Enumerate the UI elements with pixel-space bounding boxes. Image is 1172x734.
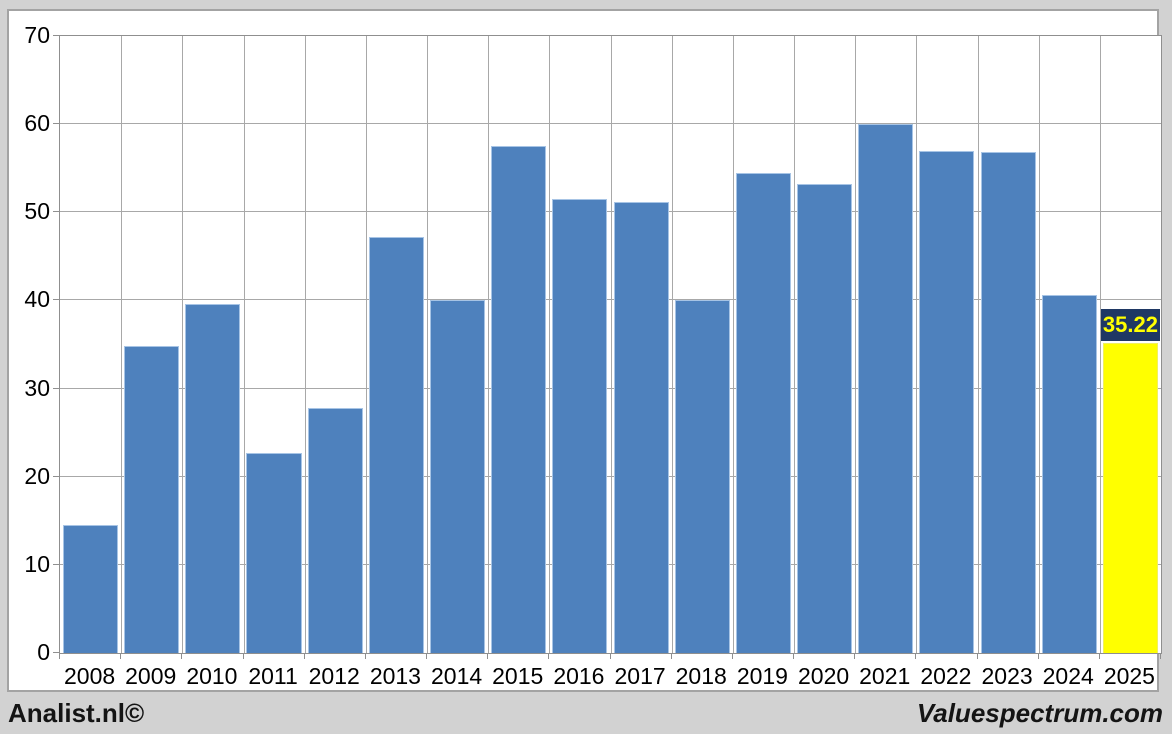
x-axis-tick: [1160, 653, 1161, 659]
x-axis-label-2009: 2009: [125, 663, 177, 689]
bar-2012: [307, 407, 363, 653]
y-axis-tick: [53, 211, 59, 213]
x-axis-tick: [670, 653, 672, 659]
x-axis-tick: [242, 653, 244, 659]
x-axis-tick: [609, 653, 611, 659]
y-axis-tick: [53, 35, 59, 36]
y-axis-tick: [53, 652, 59, 653]
x-axis-tick: [487, 653, 489, 659]
x-axis-tick: [364, 653, 366, 659]
bar-2015: [491, 146, 547, 653]
bar-2009: [124, 346, 180, 653]
x-gridline: [549, 36, 551, 653]
bar-2024: [1041, 295, 1097, 653]
y-axis-label-40: 40: [24, 286, 50, 313]
x-gridline: [855, 36, 857, 653]
x-axis-tick: [731, 653, 733, 659]
x-axis-label-2018: 2018: [675, 663, 727, 689]
x-gridline: [121, 36, 123, 653]
y-axis-label-30: 30: [24, 374, 50, 401]
y-axis-label-50: 50: [24, 198, 50, 225]
bar-2021: [858, 124, 914, 653]
bar-2008: [63, 525, 119, 653]
y-axis-label-0: 0: [37, 639, 50, 665]
x-axis-label-2010: 2010: [186, 663, 238, 689]
y-axis-tick: [53, 563, 59, 565]
footer-brand-valuespectrum: Valuespectrum.com: [916, 698, 1163, 728]
bar-2017: [613, 201, 669, 653]
x-axis-tick: [1037, 653, 1039, 659]
x-axis-tick: [181, 653, 183, 659]
y-axis-tick: [53, 387, 59, 389]
chart-page: 35.22 0 10 20 30 40 50 60 70 2008 2009 2010 2011 201…: [7, 9, 1162, 692]
x-axis-label-2012: 2012: [308, 663, 360, 689]
x-axis-tick: [1098, 653, 1100, 659]
x-gridline: [365, 36, 367, 653]
x-axis-tick: [915, 653, 917, 659]
bar-2016: [552, 199, 608, 653]
bar-2025: 35.22: [1100, 308, 1160, 653]
x-axis-label-2025: 2025: [1103, 663, 1155, 689]
x-axis-tick: [59, 653, 60, 659]
bar-2023: [980, 152, 1036, 653]
x-axis-label-2016: 2016: [553, 663, 605, 689]
x-axis-label-2020: 2020: [797, 663, 850, 689]
y-axis-tick: [53, 123, 59, 125]
x-axis-tick: [854, 653, 856, 659]
x-axis-label-2017: 2017: [614, 663, 666, 689]
x-axis-label-2015: 2015: [492, 663, 544, 689]
x-axis-tick: [426, 653, 427, 659]
bar-2011: [246, 452, 302, 653]
x-axis-label-2021: 2021: [859, 663, 911, 689]
x-gridline: [1099, 36, 1101, 653]
x-axis-tick: [793, 653, 794, 659]
plot-area: 35.22: [59, 35, 1162, 654]
x-axis-label-2013: 2013: [369, 663, 421, 689]
x-axis-label-2014: 2014: [430, 663, 483, 689]
y-axis-label-70: 70: [24, 22, 50, 48]
bar-2013: [368, 236, 424, 653]
x-axis-tick: [120, 653, 122, 659]
x-gridline: [182, 36, 184, 653]
bar-2019: [735, 172, 791, 653]
x-gridline: [732, 36, 734, 653]
y-axis-tick: [53, 299, 59, 301]
y-axis-label-60: 60: [24, 110, 50, 137]
x-axis-tick: [303, 653, 305, 659]
highlight-value-label: 35.22: [1102, 311, 1158, 337]
x-gridline: [304, 36, 306, 653]
x-gridline: [916, 36, 918, 653]
x-axis-label-2022: 2022: [920, 663, 972, 689]
x-axis-label-2023: 2023: [981, 663, 1033, 689]
x-gridline: [1038, 36, 1040, 653]
x-gridline: [977, 36, 979, 653]
x-gridline: [243, 36, 245, 653]
bar-2018: [674, 299, 730, 653]
x-gridline: [488, 36, 490, 653]
bar-2020: [796, 184, 853, 653]
x-axis-label-2008: 2008: [63, 663, 116, 689]
y-axis-label-10: 10: [24, 550, 50, 577]
highlight-value-box: 35.22: [1100, 308, 1160, 341]
footer-brand-analist: Analist.nl©: [8, 698, 145, 728]
x-gridline: [671, 36, 673, 653]
x-axis-label-2011: 2011: [248, 663, 298, 689]
x-gridline: [610, 36, 612, 653]
x-axis-tick: [548, 653, 550, 659]
y-axis-tick: [53, 475, 59, 477]
bar-2010: [185, 303, 241, 653]
x-gridline: [794, 36, 795, 653]
x-axis-label-2019: 2019: [736, 663, 788, 689]
x-gridline: [427, 36, 428, 653]
bar-2022: [919, 150, 975, 653]
footer-bar: Analist.nl© Valuespectrum.com: [0, 695, 1172, 734]
x-axis-tick: [976, 653, 978, 659]
x-axis-label-2024: 2024: [1042, 663, 1094, 689]
bar-2014: [429, 299, 486, 653]
y-axis-label-20: 20: [24, 462, 50, 489]
